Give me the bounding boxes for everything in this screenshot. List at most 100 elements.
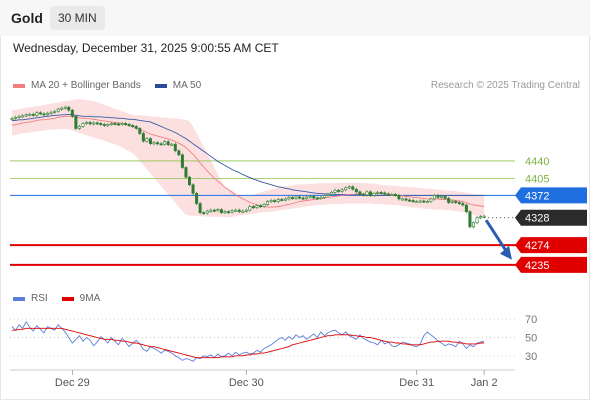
rsi-tick-50: 50 <box>525 333 537 345</box>
level-label-4274: 4274 <box>525 240 549 252</box>
candle <box>184 167 188 178</box>
candle <box>351 186 355 190</box>
candle <box>99 123 103 125</box>
candle <box>312 196 316 199</box>
candle <box>188 176 192 186</box>
candle <box>131 125 135 127</box>
candle <box>454 201 458 203</box>
candle <box>170 143 174 146</box>
candle <box>269 200 273 202</box>
candle <box>376 192 380 194</box>
candle <box>88 122 92 125</box>
rsi-legend-label: RSI <box>31 293 48 304</box>
level-label-4328: 4328 <box>525 213 549 225</box>
rsi-series-9MA <box>12 327 485 359</box>
candle <box>17 115 21 118</box>
candle <box>322 195 326 198</box>
candle <box>280 199 284 201</box>
candle <box>102 124 106 126</box>
candle <box>393 194 397 196</box>
candle <box>77 126 81 129</box>
candle <box>159 143 163 146</box>
rsi-tick-70: 70 <box>525 314 537 326</box>
candle <box>234 209 238 212</box>
level-badge-4235 <box>515 256 587 273</box>
candle <box>411 200 415 202</box>
candle <box>138 128 142 134</box>
bollinger-band <box>12 99 485 218</box>
candle <box>21 115 25 118</box>
candle <box>436 195 440 198</box>
candle <box>63 106 67 109</box>
candle <box>14 117 18 119</box>
candle <box>379 192 383 194</box>
ma50-line <box>12 113 485 196</box>
chart-datetime: Wednesday, December 31, 2025 9:00:55 AM … <box>13 41 279 55</box>
rsi-ma-swatch <box>61 296 74 301</box>
candle <box>354 189 358 193</box>
candle <box>74 115 78 129</box>
candle <box>156 142 160 145</box>
rsi-swatch <box>13 296 25 301</box>
level-label-4235: 4235 <box>525 260 549 272</box>
candle <box>418 200 422 203</box>
candle <box>266 201 270 205</box>
projection-arrow-head <box>500 245 512 260</box>
candle <box>248 206 252 211</box>
rsi-legend: RSI 9MA <box>13 293 100 304</box>
candle <box>294 196 298 199</box>
candle <box>301 197 305 200</box>
candle <box>283 198 287 201</box>
candle <box>369 191 373 196</box>
candle <box>237 209 241 212</box>
bollinger-swatch <box>13 83 25 88</box>
candle <box>24 114 28 117</box>
candle <box>67 106 71 111</box>
candle <box>28 113 32 116</box>
candle <box>113 123 117 125</box>
candle <box>109 123 113 125</box>
candle <box>117 123 121 126</box>
candle <box>482 215 486 218</box>
candle <box>308 196 312 198</box>
top-bar: Gold 30 MIN <box>0 0 590 36</box>
rsi-series-RSI <box>11 321 485 362</box>
candle <box>404 198 408 201</box>
candle <box>422 200 426 203</box>
candle <box>148 138 152 144</box>
candle <box>479 216 483 219</box>
candle <box>298 196 302 199</box>
candle <box>287 197 291 200</box>
candle <box>60 107 64 110</box>
candle <box>106 124 110 126</box>
candle <box>464 204 468 212</box>
candle <box>347 186 351 189</box>
candle <box>425 201 429 203</box>
candle <box>397 195 401 200</box>
candle <box>202 212 206 215</box>
candle <box>35 112 39 116</box>
level-label-4372: 4372 <box>525 190 549 202</box>
candle <box>315 197 319 200</box>
candle <box>180 154 184 168</box>
candle <box>429 198 433 202</box>
candle <box>471 222 475 228</box>
candle <box>56 108 60 112</box>
candle <box>258 205 262 208</box>
candle <box>212 209 216 212</box>
candle <box>85 122 89 124</box>
candle <box>70 109 74 117</box>
candle <box>329 192 333 195</box>
candle <box>177 150 181 156</box>
candle <box>92 122 96 125</box>
candle <box>461 203 465 206</box>
candle <box>344 187 348 191</box>
ma20-line <box>11 115 485 208</box>
candle <box>333 190 337 193</box>
candle <box>49 111 53 114</box>
timeframe-button[interactable]: 30 MIN <box>50 6 105 30</box>
candle <box>145 138 149 142</box>
candle <box>358 191 362 195</box>
candle <box>241 210 245 213</box>
